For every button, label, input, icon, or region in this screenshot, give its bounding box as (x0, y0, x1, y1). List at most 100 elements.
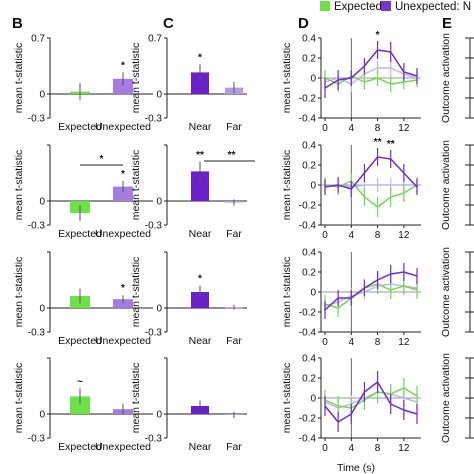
y-tick-label: -0.3 (28, 114, 46, 125)
y-axis-label: mean t-statistic (281, 150, 293, 221)
x-tick-label: 8 (375, 230, 381, 241)
timecourse-panel-1: 0.4 0.2 0 -0.2 -0.4 0 4 8 12 mean t-statistic * (281, 30, 421, 134)
y-axis-label: mean t-statistic (13, 363, 25, 434)
bar-unexpected (113, 186, 133, 201)
y-tick-label: 0 (310, 74, 316, 85)
legend-expected-swatch (320, 1, 330, 11)
x-tick-label: 8 (375, 337, 381, 348)
y-tick-label: 0.2 (302, 161, 316, 172)
legend-unexpected-label: Unexpected: N (395, 1, 471, 13)
y-axis-label: Outcome activation (440, 353, 452, 443)
y-tick-label: 0.7 (31, 34, 45, 45)
comparison-marker: * (100, 154, 104, 165)
y-tick-label: 0 (156, 304, 162, 315)
category-label: Near (189, 335, 212, 347)
y-tick-label: -0.3 (28, 328, 46, 339)
category-label: Expected (58, 228, 102, 240)
y-axis-label: mean t-statistic (130, 43, 142, 114)
category-label: Far (226, 335, 242, 347)
category-label: Unexpected (95, 335, 151, 347)
series-unexpected-near-line (324, 380, 418, 423)
y-tick-label: 0.7 (148, 34, 162, 45)
y-tick-label: -0.3 (28, 434, 46, 445)
legend-unexpected-swatch (381, 1, 391, 11)
y-tick-label: 0.4 (302, 141, 316, 152)
x-tick-label: 8 (375, 443, 381, 454)
y-tick-label: -0.4 (299, 328, 317, 339)
significance-marker: ** (196, 150, 204, 161)
y-tick-label: -0.3 (145, 328, 163, 339)
y-tick-label: 0 (39, 304, 45, 315)
panel-letter-b: B (12, 15, 23, 32)
bar-unexpected (113, 78, 133, 94)
y-axis-label: mean t-statistic (13, 150, 25, 221)
outcome-panels: Outcome activation Outcome activation Outc… (440, 33, 474, 443)
y-axis-label: Outcome activation (440, 140, 452, 230)
significance-marker: * (198, 274, 202, 285)
x-tick-label: 12 (398, 230, 410, 241)
x-tick-label: 12 (398, 337, 410, 348)
y-tick-label: 0 (39, 410, 45, 421)
x-tick-label: 0 (322, 123, 328, 134)
y-tick-label: -0.2 (299, 201, 317, 212)
y-tick-label: 0 (39, 197, 45, 208)
y-tick-label: 0.2 (302, 374, 316, 385)
y-tick-label: -0.4 (299, 221, 317, 232)
y-axis-label: mean t-statistic (13, 43, 25, 114)
series-expected-line (324, 75, 418, 85)
legend: Expected Unexpected: N (320, 1, 471, 13)
outcome-panel-2: Outcome activation (440, 140, 474, 230)
bar-near (191, 292, 209, 308)
timecourse-panels: 0.4 0.2 0 -0.2 -0.4 0 4 8 12 mean t-statistic * 0.4… (281, 30, 421, 454)
x-tick-label: 4 (349, 123, 355, 134)
series-expected-line (324, 387, 418, 409)
bar-expected (70, 396, 90, 414)
y-tick-label: 0.2 (302, 54, 316, 65)
series-unexpected-near-line (324, 271, 418, 311)
y-tick-label: 0.4 (302, 34, 316, 45)
y-tick-label: 0 (156, 197, 162, 208)
x-tick-label: 8 (375, 123, 381, 134)
category-label: Near (189, 228, 212, 240)
y-axis-label: mean t-statistic (130, 363, 142, 434)
x-tick-label: 4 (349, 230, 355, 241)
series-unexpected-near-line (324, 49, 418, 89)
y-tick-label: -0.2 (299, 94, 317, 105)
y-tick-label: -0.3 (145, 114, 163, 125)
y-axis-label: mean t-statistic (281, 43, 293, 114)
y-tick-label: 0.2 (302, 268, 316, 279)
panel-letter-c: C (163, 15, 174, 32)
bar-near (191, 72, 209, 94)
x-tick-label: 12 (398, 123, 410, 134)
significance-marker: ~ (77, 376, 83, 387)
category-label: Far (226, 228, 242, 240)
panel-letter-d: D (298, 15, 309, 32)
category-label: Unexpected (95, 121, 151, 133)
significance-marker: * (121, 169, 125, 180)
series-unexpected-near-line (324, 156, 418, 190)
significance-marker: * (121, 60, 125, 71)
comparison-marker: ** (228, 150, 236, 161)
significance-marker: ** (387, 139, 395, 150)
significance-marker: * (376, 30, 380, 41)
y-tick-label: 0.4 (302, 248, 316, 259)
series-expected-line (324, 283, 418, 309)
bar-unexpected (113, 299, 133, 308)
bar-near (191, 171, 209, 201)
outcome-panel-4: Outcome activation (440, 353, 474, 443)
category-label: Near (189, 441, 212, 453)
y-axis-label: mean t-statistic (281, 257, 293, 328)
x-tick-label: 4 (349, 443, 355, 454)
y-axis-label: mean t-statistic (130, 150, 142, 221)
category-label: Far (226, 441, 242, 453)
category-label: Expected (58, 121, 102, 133)
panel-letter-e: E (442, 15, 452, 32)
